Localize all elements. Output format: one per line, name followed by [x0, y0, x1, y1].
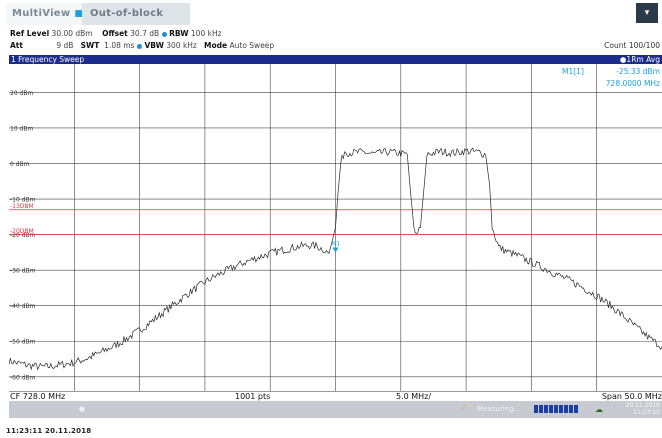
marker-name: M1[1]	[562, 67, 584, 76]
center-frequency[interactable]: CF 728.0 MHz	[10, 392, 66, 401]
mode-label: Mode	[204, 41, 228, 50]
rbw-value[interactable]: 100 kHz	[190, 29, 222, 38]
settings-row-1: Ref Level 30.00 dBm Offset 30.7 dB RBW 10…	[10, 29, 222, 38]
spectrum-plot[interactable]: 20 dBm 10 dBm 0 dBm -10 dBm -20 dBm -30 dBm -4…	[8, 64, 662, 391]
tab-out-of-block[interactable]: Out-of-block	[82, 3, 190, 25]
ref-level-label: Ref Level	[10, 29, 50, 38]
y-tick-label: -50 dBm	[10, 339, 36, 346]
status-line: CF 728.0 MHz 1001 pts 5.0 MHz/ Span 50.0…	[9, 391, 662, 401]
tab-bar: MultiView ■ Out-of-block ▾	[0, 0, 662, 26]
coupled-indicator-icon-2	[137, 43, 143, 49]
marker-level: -25.33 dBm	[616, 67, 660, 76]
info-icon: ●	[79, 405, 86, 413]
sweep-points[interactable]: 1001 pts	[235, 392, 271, 401]
trace-indicator: ●1Rm Avg	[620, 55, 660, 64]
vbw-label: VBW	[144, 41, 164, 50]
window-title-bar[interactable]: 1 Frequency Sweep ●1Rm Avg	[9, 55, 662, 64]
mode-value[interactable]: Auto Sweep	[229, 41, 275, 50]
y-tick-label: 0 dBm	[10, 161, 30, 168]
dropdown-icon: ▾	[644, 8, 650, 18]
tab-multiview[interactable]: MultiView ■	[6, 3, 84, 25]
limit-line-label: -13DBM	[10, 203, 34, 210]
coupled-indicator-icon	[162, 31, 168, 37]
y-tick-label: 20 dBm	[10, 90, 33, 97]
trace-1	[8, 147, 662, 371]
y-tick-label: -40 dBm	[10, 303, 36, 310]
offset-label: Offset	[102, 29, 128, 38]
limit-lines: -13DBM -20DBM	[9, 203, 662, 235]
screenshot-timestamp: 11:23:11 20.11.2018	[6, 427, 92, 435]
att-label: Att	[10, 41, 23, 50]
trace-dot-icon: ●	[619, 55, 627, 64]
offset-value[interactable]: 30.7 dB	[130, 29, 160, 38]
window-title: 1 Frequency Sweep	[11, 55, 85, 64]
bottom-status-bar: ● ⁄ Measuring... ☁ 20.11.2018 11:23:10	[9, 401, 662, 418]
y-tick-label: -30 dBm	[10, 268, 36, 275]
rbw-label: RBW	[169, 29, 189, 38]
y-axis-labels: 20 dBm 10 dBm 0 dBm -10 dBm -20 dBm -30 dBm -4…	[10, 90, 36, 381]
swt-label: SWT	[80, 41, 100, 50]
settings-row-2: Att 9 dB SWT 1.08 ms VBW 300 kHz Mode Aut…	[10, 41, 274, 50]
y-tick-label: -10 dBm	[10, 197, 36, 204]
limit-line-label: -20DBM	[10, 228, 34, 235]
marker-m1-icon[interactable]	[332, 247, 339, 253]
marker-frequency: 728.0000 MHz	[606, 79, 660, 88]
instrument-date: 20.11.2018	[625, 402, 660, 409]
frequency-span[interactable]: Span 50.0 MHz	[601, 392, 662, 401]
swt-value[interactable]: 1.08 ms	[104, 41, 135, 50]
sweep-count: Count 100/100	[604, 41, 660, 50]
window-menu-button[interactable]: ▾	[636, 3, 658, 23]
ref-level-value[interactable]: 30.00 dBm	[51, 29, 93, 38]
marker-m1-label: M1	[332, 241, 341, 248]
network-icon: ☁	[595, 405, 603, 414]
y-tick-label: -60 dBm	[10, 374, 36, 381]
measurement-progress-bar	[534, 405, 578, 413]
att-value[interactable]: 9 dB	[56, 41, 74, 50]
vbw-value[interactable]: 300 kHz	[166, 41, 197, 50]
traces	[8, 147, 662, 371]
y-tick-label: 10 dBm	[10, 125, 33, 132]
markers: M1	[332, 241, 341, 253]
tab-multiview-label: MultiView	[12, 8, 71, 19]
trace-indicator-label: 1Rm Avg	[626, 55, 660, 64]
frequency-per-division: 5.0 MHz/	[396, 392, 432, 401]
instrument-time: 11:23:10	[633, 409, 660, 416]
measuring-status: Measuring...	[477, 405, 521, 413]
y-tick-label: -20 dBm	[10, 232, 36, 239]
spectrum-chart: 20 dBm 10 dBm 0 dBm -10 dBm -20 dBm -30 dBm -4…	[8, 64, 662, 391]
status-warning-icon: ⁄	[463, 403, 465, 412]
instrument-clock: 20.11.2018 11:23:10	[626, 402, 660, 416]
tab-out-of-block-label: Out-of-block	[90, 8, 164, 19]
window-icon: ■	[74, 9, 84, 19]
